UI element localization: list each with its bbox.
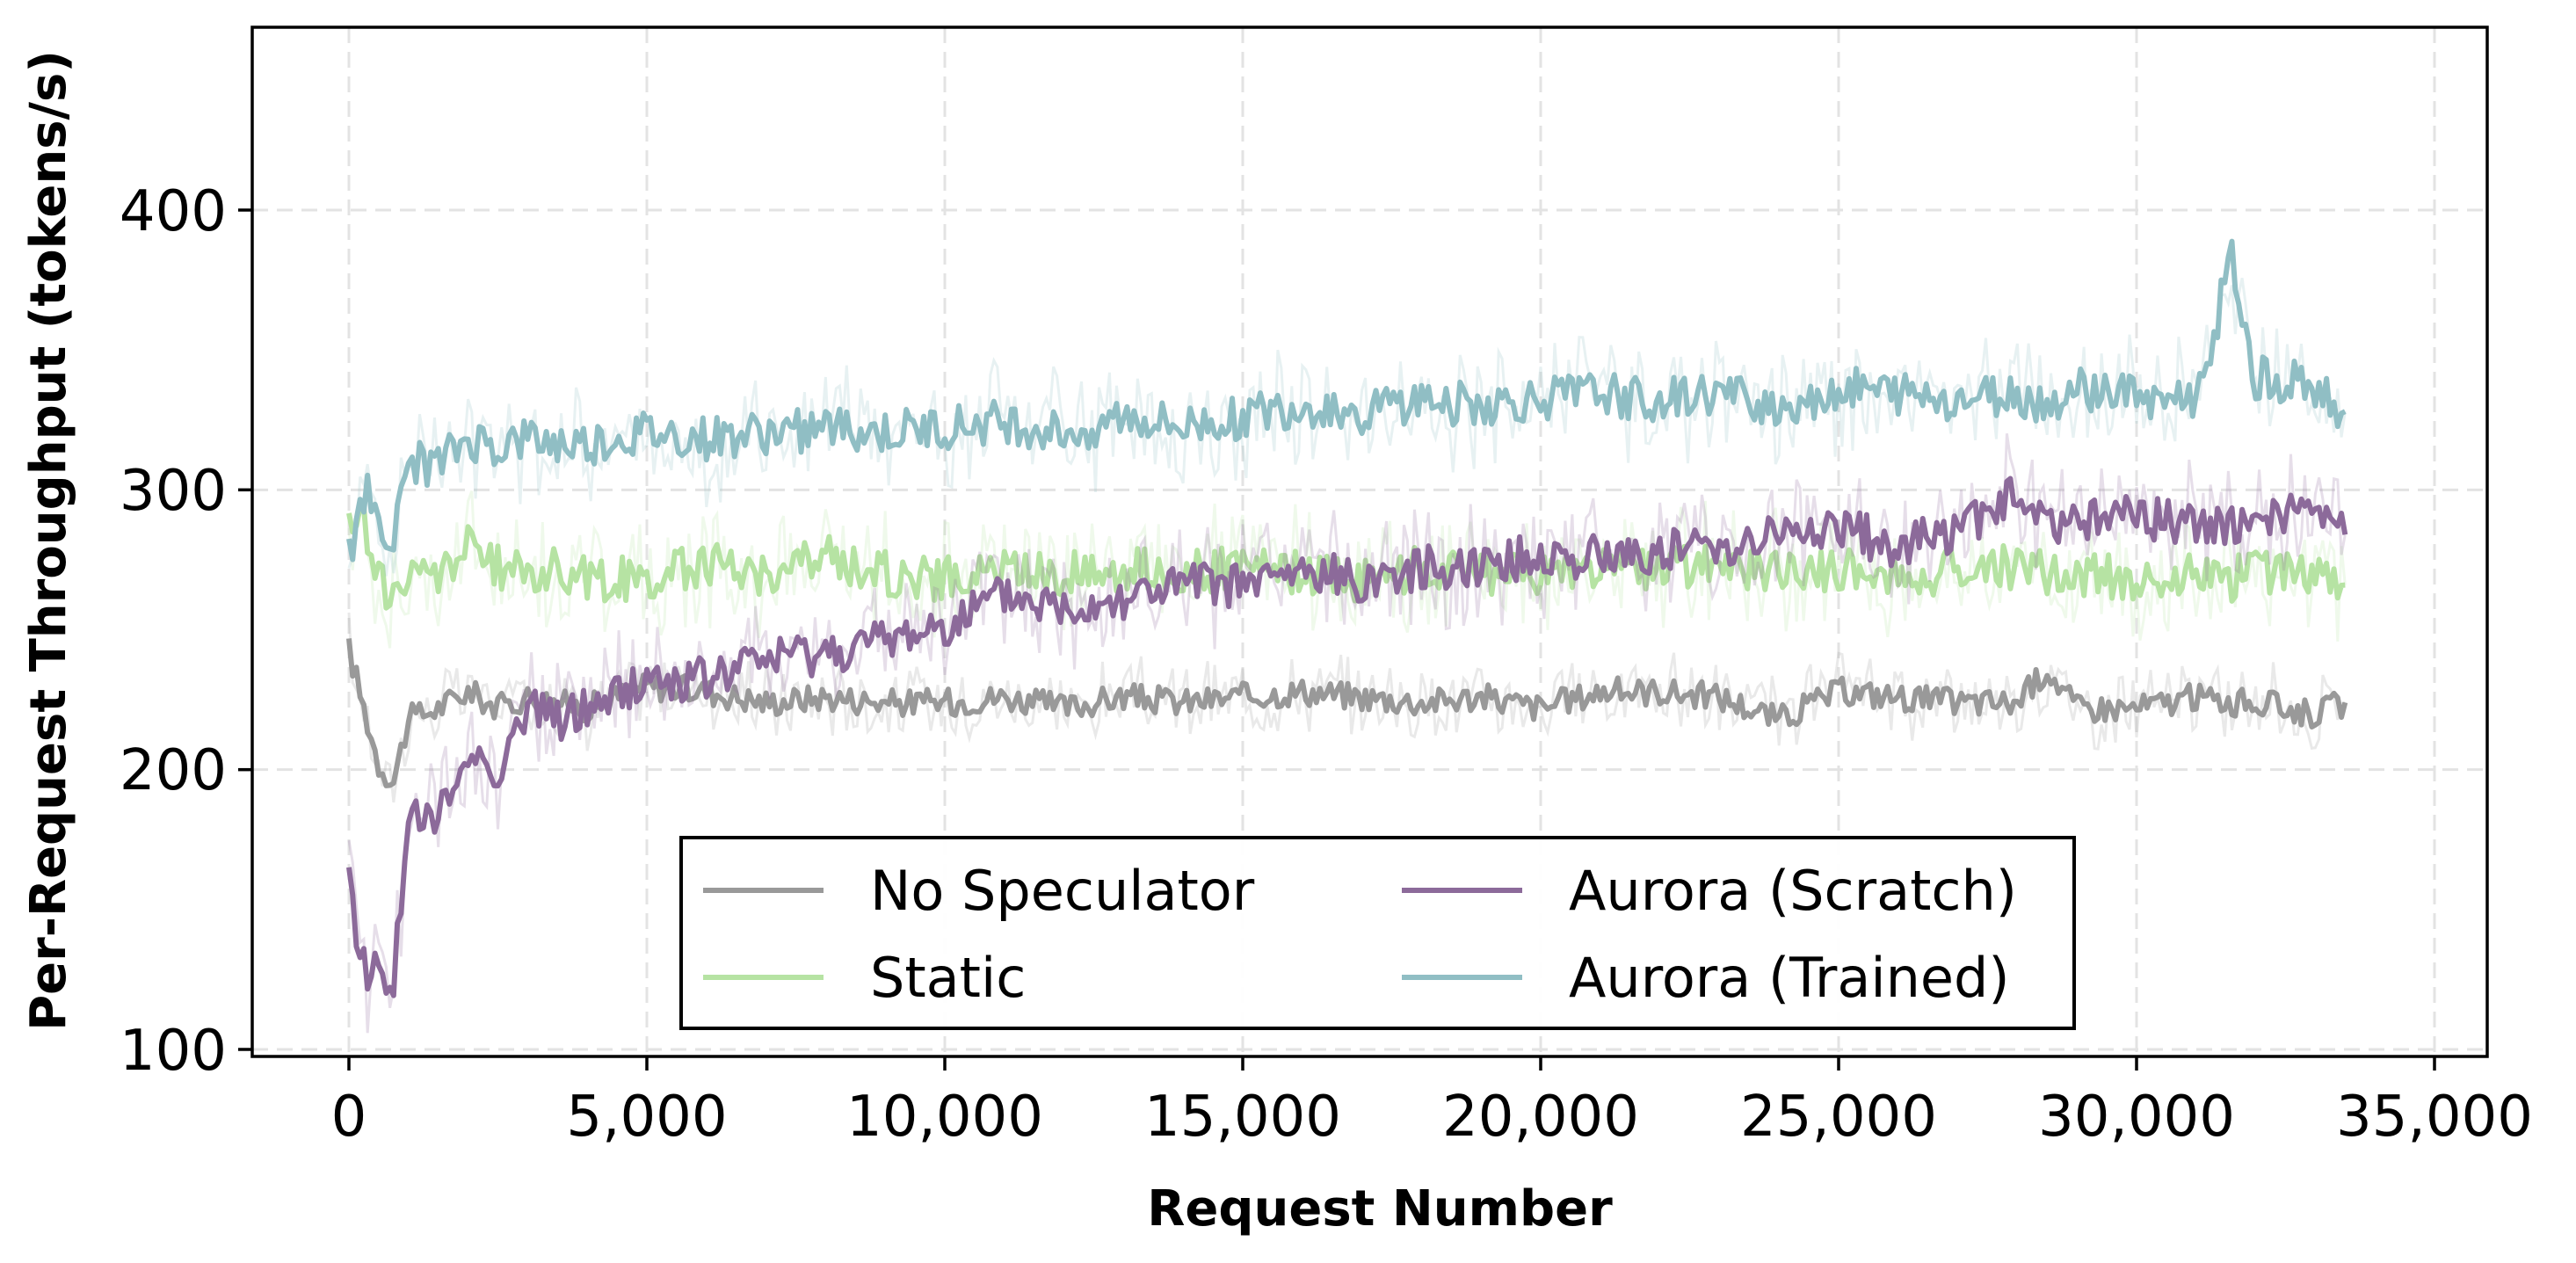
x-axis-title: Request Number (1147, 1180, 1613, 1238)
legend: No Speculator Static Aurora (Scratch) Au… (679, 836, 2076, 1030)
series-raw-aurora-trained- (347, 278, 2347, 577)
gridlines (252, 27, 2487, 1056)
x-tick-labels: 0 5,000 10,000 15,000 20,000 25,000 30,0… (331, 1085, 2533, 1150)
y-tick-label: 400 (120, 179, 227, 244)
series-line-aurora-scratch- (346, 475, 2348, 998)
x-tick-label: 5,000 (566, 1085, 727, 1150)
series-lines (346, 238, 2348, 1034)
series-line-aurora-trained- (346, 238, 2347, 563)
x-tick-label: 0 (331, 1085, 367, 1150)
y-tick-label: 200 (120, 738, 227, 803)
x-tick-label: 10,000 (846, 1085, 1043, 1150)
legend-label-no-speculator: No Speculator (870, 859, 1255, 923)
y-tick-labels: 100 200 300 400 (120, 179, 227, 1084)
y-axis-title: Per-Request Throughput (tokens/s) (20, 50, 77, 1031)
y-tick-label: 300 (120, 459, 227, 524)
legend-label-static: Static (870, 946, 1026, 1010)
legend-label-aurora-trained: Aurora (Trained) (1569, 946, 2010, 1010)
legend-label-aurora-scratch: Aurora (Scratch) (1569, 859, 2017, 923)
y-tick-label: 100 (120, 1019, 227, 1084)
plot-frame (250, 25, 2489, 1058)
x-tick-label: 25,000 (1740, 1085, 1937, 1150)
axis-ticks (238, 208, 2436, 1071)
x-tick-label: 30,000 (2038, 1085, 2235, 1150)
series-raw-aurora-scratch- (347, 433, 2347, 1034)
series-line-no-speculator (346, 638, 2348, 788)
x-tick-label: 20,000 (1442, 1085, 1639, 1150)
x-tick-label: 35,000 (2336, 1085, 2533, 1150)
x-tick-label: 15,000 (1144, 1085, 1341, 1150)
legend-box (679, 836, 2076, 1030)
series-raw-no-speculator (347, 612, 2346, 803)
